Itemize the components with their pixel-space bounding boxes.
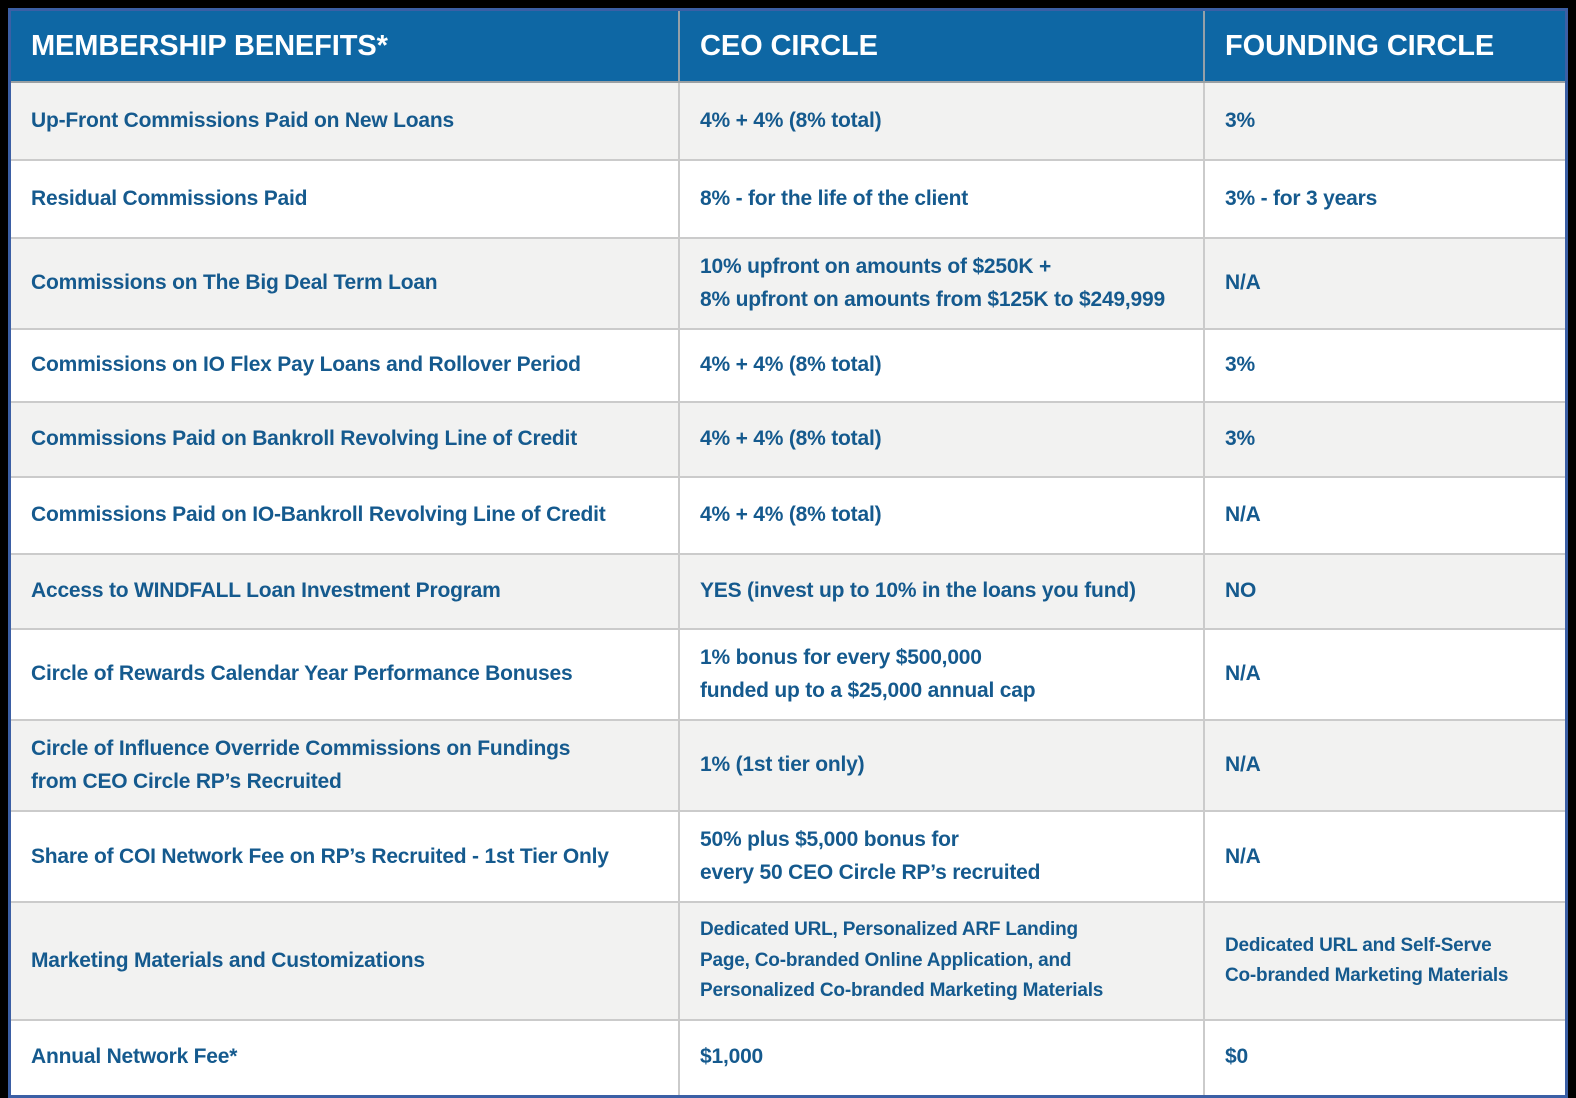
ceo-value-cell: Dedicated URL, Personalized ARF Landing … xyxy=(678,903,1203,1019)
benefit-cell: Circle of Influence Override Commissions… xyxy=(31,737,571,793)
benefit-cell: Commissions on IO Flex Pay Loans and Rol… xyxy=(31,353,581,377)
ceo-value-cell: 1% bonus for every $500,000 funded up to… xyxy=(678,630,1203,720)
table-row: Up-Front Commissions Paid on New Loans 4… xyxy=(11,81,1565,159)
founding-value-cell: NO xyxy=(1203,555,1565,629)
founding-value-cell: N/A xyxy=(1203,630,1565,720)
table-row: Commissions Paid on IO-Bankroll Revolvin… xyxy=(11,476,1565,554)
benefit-cell: Share of COI Network Fee on RP’s Recruit… xyxy=(31,844,609,868)
ceo-value-cell: 4% + 4% (8% total) xyxy=(678,478,1203,554)
founding-value-cell: N/A xyxy=(1203,478,1565,554)
ceo-value-cell: 8% - for the life of the client xyxy=(678,161,1203,237)
ceo-value-cell: YES (invest up to 10% in the loans you f… xyxy=(678,555,1203,629)
benefit-cell: Commissions on The Big Deal Term Loan xyxy=(31,271,438,295)
table-row: Marketing Materials and Customizations D… xyxy=(11,901,1565,1019)
table-header-row: MEMBERSHIP BENEFITS* CEO CIRCLE FOUNDING… xyxy=(11,11,1565,81)
table-row: Commissions on IO Flex Pay Loans and Rol… xyxy=(11,328,1565,402)
ceo-value-cell: 10% upfront on amounts of $250K + 8% upf… xyxy=(678,239,1203,329)
ceo-value-cell: 1% (1st tier only) xyxy=(678,721,1203,811)
benefit-cell: Annual Network Fee* xyxy=(31,1045,238,1069)
benefit-cell: Circle of Rewards Calendar Year Performa… xyxy=(31,662,573,686)
founding-value-cell: $0 xyxy=(1203,1020,1565,1095)
table-row: Access to WINDFALL Loan Investment Progr… xyxy=(11,553,1565,629)
benefit-cell: Marketing Materials and Customizations xyxy=(31,948,425,972)
table-row: Circle of Rewards Calendar Year Performa… xyxy=(11,628,1565,720)
benefit-cell: Commissions Paid on IO-Bankroll Revolvin… xyxy=(31,503,606,527)
column-header-founding-circle: FOUNDING CIRCLE xyxy=(1203,11,1565,81)
table-row: Share of COI Network Fee on RP’s Recruit… xyxy=(11,810,1565,902)
founding-value-cell: 3% xyxy=(1203,330,1565,402)
membership-benefits-table: MEMBERSHIP BENEFITS* CEO CIRCLE FOUNDING… xyxy=(8,8,1568,1098)
founding-value-cell: N/A xyxy=(1203,812,1565,902)
table-row: Commissions on The Big Deal Term Loan 10… xyxy=(11,237,1565,329)
table-row: Annual Network Fee* $1,000 $0 xyxy=(11,1018,1565,1095)
founding-value-cell: Dedicated URL and Self-Serve Co-branded … xyxy=(1203,903,1565,1019)
founding-value-cell: N/A xyxy=(1203,721,1565,811)
ceo-value-cell: 4% + 4% (8% total) xyxy=(678,403,1203,477)
table-row: Circle of Influence Override Commissions… xyxy=(11,719,1565,811)
benefit-cell: Commissions Paid on Bankroll Revolving L… xyxy=(31,427,577,451)
ceo-value-cell: 50% plus $5,000 bonus for every 50 CEO C… xyxy=(678,812,1203,902)
table-row: Residual Commissions Paid 8% - for the l… xyxy=(11,159,1565,237)
table-row: Commissions Paid on Bankroll Revolving L… xyxy=(11,401,1565,477)
ceo-value-cell: $1,000 xyxy=(678,1020,1203,1095)
founding-value-cell: N/A xyxy=(1203,239,1565,329)
benefit-cell: Access to WINDFALL Loan Investment Progr… xyxy=(31,579,501,603)
ceo-value-cell: 4% + 4% (8% total) xyxy=(678,83,1203,159)
benefit-cell: Residual Commissions Paid xyxy=(31,186,308,210)
column-header-ceo-circle: CEO CIRCLE xyxy=(678,11,1203,81)
founding-value-cell: 3% xyxy=(1203,403,1565,477)
founding-value-cell: 3% xyxy=(1203,83,1565,159)
ceo-value-cell: 4% + 4% (8% total) xyxy=(678,330,1203,402)
column-header-membership-benefits: MEMBERSHIP BENEFITS* xyxy=(31,29,388,62)
founding-value-cell: 3% - for 3 years xyxy=(1203,161,1565,237)
benefit-cell: Up-Front Commissions Paid on New Loans xyxy=(31,108,454,132)
